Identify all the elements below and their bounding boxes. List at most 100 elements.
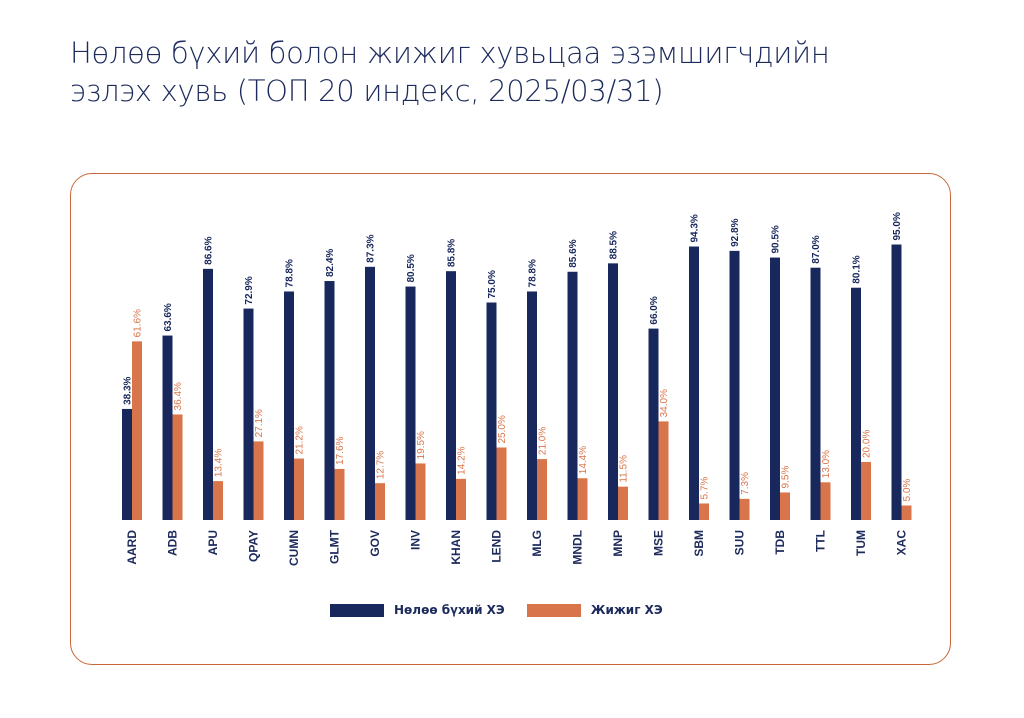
legend-swatch-major (330, 603, 384, 617)
value-label-major-sbm: 94.3% (690, 214, 701, 242)
value-label-minor-cumn: 21.2% (295, 426, 306, 454)
value-label-minor-mnp: 11.5% (619, 455, 630, 483)
bar-major-glmt (324, 281, 335, 520)
bar-minor-lend (496, 447, 507, 520)
legend-swatch-minor (526, 603, 581, 617)
bar-major-lend (486, 302, 497, 520)
category-label-mndl: MNDL (571, 530, 585, 565)
category-label-xac: XAC (895, 530, 909, 556)
title-line-1: Нөлөө бүхий болон жижиг хувьцаа эзэмшигч… (70, 36, 830, 70)
value-label-major-qpay: 72.9% (244, 276, 255, 304)
bar-major-tdb (770, 257, 780, 520)
bar-minor-ttl (820, 482, 831, 520)
bar-major-tum (851, 287, 861, 520)
value-label-minor-suu: 7.3% (740, 472, 751, 495)
value-label-minor-sbm: 5.7% (700, 477, 711, 500)
value-label-major-cumn: 78.8% (285, 259, 296, 287)
bar-major-qpay (243, 308, 254, 520)
value-label-major-tum: 80.1% (852, 255, 863, 283)
category-label-glmt: GLMT (328, 529, 342, 564)
bar-minor-adb (172, 414, 183, 520)
value-label-minor-mndl: 14.4% (578, 446, 589, 474)
category-label-mse: MSE (652, 530, 666, 556)
legend-label-major: Нөлөө бүхий ХЭ (394, 603, 505, 617)
bar-major-cumn (284, 291, 294, 520)
bar-minor-xac (901, 505, 912, 520)
value-label-major-ttl: 87.0% (811, 235, 822, 263)
legend-item-major: Нөлөө бүхий ХЭ (330, 603, 505, 617)
bar-minor-mnp (618, 486, 628, 520)
bar-minor-glmt (334, 468, 345, 520)
value-label-minor-ttl: 13.0% (821, 450, 832, 478)
value-label-major-inv: 80.5% (406, 254, 417, 282)
bar-major-suu (729, 250, 740, 520)
category-label-ttl: TTL (814, 530, 828, 552)
category-label-aard: AARD (125, 530, 139, 565)
category-label-adb: ADB (166, 530, 180, 556)
bar-minor-tum (861, 462, 871, 520)
bar-minor-gov (375, 483, 385, 520)
bar-major-mndl (567, 271, 578, 520)
bar-minor-aard (132, 341, 142, 520)
value-label-major-mlg: 78.8% (528, 259, 539, 287)
value-label-major-xac: 95.0% (892, 212, 903, 240)
bar-minor-sbm (699, 503, 709, 520)
category-label-mnp: MNP (611, 530, 625, 557)
bar-major-gov (365, 266, 375, 520)
bar-major-sbm (689, 246, 699, 520)
value-label-minor-tum: 20.0% (862, 430, 873, 458)
value-label-major-tdb: 90.5% (771, 225, 782, 253)
value-label-minor-qpay: 27.1% (254, 409, 265, 437)
value-label-minor-inv: 19.5% (416, 431, 427, 459)
bar-major-mlg (527, 291, 537, 520)
bar-minor-suu (739, 498, 750, 520)
value-label-minor-khan: 14.2% (457, 446, 468, 474)
bar-minor-mlg (537, 459, 547, 520)
bar-major-inv (405, 286, 416, 520)
chart-title: Нөлөө бүхий болон жижиг хувьцаа эзэмшигч… (70, 34, 930, 110)
title-line-2: эзлэх хувь (ТОП 20 индекс, 2025/03/31) (70, 74, 664, 108)
bar-minor-apu (213, 481, 223, 520)
bar-minor-tdb (780, 492, 790, 520)
bar-minor-cumn (294, 458, 304, 520)
legend-item-minor: Жижиг ХЭ (526, 603, 663, 617)
category-label-lend: LEND (490, 530, 504, 563)
category-label-gov: GOV (368, 530, 382, 557)
value-label-major-khan: 85.8% (447, 239, 458, 267)
value-label-minor-lend: 25.0% (497, 415, 508, 443)
legend-label-minor: Жижиг ХЭ (590, 603, 663, 617)
value-label-major-lend: 75.0% (487, 270, 498, 298)
value-label-minor-glmt: 17.6% (335, 436, 346, 464)
category-label-tdb: TDB (773, 530, 787, 555)
value-label-major-glmt: 82.4% (325, 249, 336, 277)
value-label-minor-gov: 12.7% (376, 451, 387, 479)
value-label-major-suu: 92.8% (730, 218, 741, 246)
bar-major-adb (162, 335, 173, 520)
value-label-major-mse: 66.0% (649, 296, 660, 324)
value-label-major-apu: 86.6% (204, 236, 215, 264)
category-label-suu: SUU (733, 530, 747, 555)
bar-major-khan (446, 271, 456, 520)
category-label-cumn: CUMN (287, 530, 301, 566)
bar-minor-qpay (253, 441, 264, 520)
category-label-sbm: SBM (692, 530, 706, 557)
category-label-khan: KHAN (449, 530, 463, 565)
bar-major-aard (122, 408, 132, 520)
value-label-major-aard: 38.3% (123, 376, 134, 404)
category-label-tum: TUM (854, 530, 868, 556)
chart-panel (70, 173, 951, 665)
value-label-minor-xac: 5.0% (902, 479, 913, 502)
value-label-minor-mse: 34.0% (659, 389, 670, 417)
value-label-minor-apu: 13.4% (214, 449, 225, 477)
bar-minor-khan (456, 478, 466, 520)
chart-legend: Нөлөө бүхий ХЭ Жижиг ХЭ (330, 603, 685, 617)
bar-major-mnp (608, 263, 618, 520)
category-label-qpay: QPAY (247, 530, 261, 562)
value-label-major-gov: 87.3% (366, 234, 377, 262)
value-label-major-mndl: 85.6% (568, 239, 579, 267)
bar-major-xac (891, 244, 902, 520)
bar-major-ttl (810, 267, 821, 520)
bar-minor-mndl (577, 478, 588, 520)
category-label-inv: INV (409, 530, 423, 550)
